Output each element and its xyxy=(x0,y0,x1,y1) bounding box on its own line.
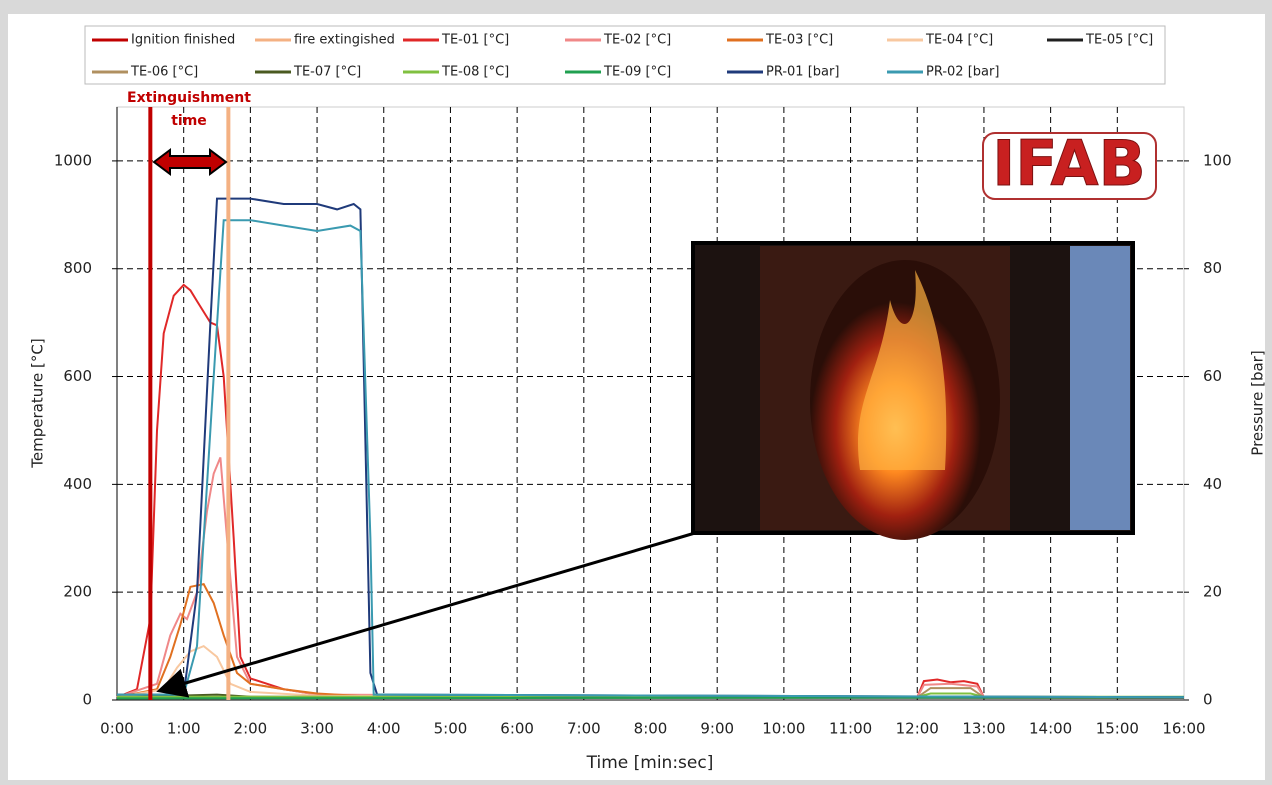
y2-tick-label: 20 xyxy=(1203,583,1222,601)
legend-label: TE-02 [°C] xyxy=(603,33,671,48)
x-tick-label: 7:00 xyxy=(567,720,601,738)
y-tick-label: 1000 xyxy=(54,151,92,169)
x-tick-label: 15:00 xyxy=(1096,720,1139,738)
legend-label: TE-09 [°C] xyxy=(603,65,671,80)
legend-label: Ignition finished xyxy=(131,33,235,48)
x-tick-label: 8:00 xyxy=(634,720,668,738)
annotation: time xyxy=(171,113,207,129)
x-tick-label: 2:00 xyxy=(234,720,268,738)
x-tick-label: 6:00 xyxy=(500,720,534,738)
y2-tick-label: 100 xyxy=(1203,151,1232,169)
y2-tick-label: 40 xyxy=(1203,475,1222,493)
y2-axis-title: Pressure [bar] xyxy=(1249,350,1267,455)
photo xyxy=(693,243,1133,540)
y2-tick-label: 0 xyxy=(1203,691,1213,709)
legend-label: TE-08 [°C] xyxy=(441,65,509,80)
legend-label: TE-06 [°C] xyxy=(130,65,198,80)
legend-label: TE-05 [°C] xyxy=(1085,33,1153,48)
legend-label: TE-04 [°C] xyxy=(925,33,993,48)
y-tick-label: 400 xyxy=(63,475,92,493)
photo-door xyxy=(1070,246,1130,530)
y-tick-label: 200 xyxy=(63,583,92,601)
legend-label: TE-07 [°C] xyxy=(293,65,361,80)
legend-label: TE-03 [°C] xyxy=(765,33,833,48)
y-axis-title: Temperature [°C] xyxy=(29,338,47,468)
legend-label: TE-01 [°C] xyxy=(441,33,509,48)
x-axis-title: Time [min:sec] xyxy=(586,753,714,773)
x-tick-label: 0:00 xyxy=(100,720,134,738)
annotation: Extinguishment xyxy=(127,90,251,106)
x-tick-label: 11:00 xyxy=(829,720,872,738)
y-tick-label: 0 xyxy=(82,691,92,709)
y2-tick-label: 80 xyxy=(1203,259,1222,277)
x-tick-label: 1:00 xyxy=(167,720,201,738)
x-tick-label: 16:00 xyxy=(1162,720,1205,738)
legend-label: PR-02 [bar] xyxy=(926,65,999,80)
logo: IFAB xyxy=(992,127,1146,200)
x-tick-label: 5:00 xyxy=(434,720,468,738)
page: 0:00 1:00 2:00 3:00 4:00 5:00 6:00 7:00 8:00 9:00… xyxy=(0,0,1272,785)
x-tick-label: 4:00 xyxy=(367,720,401,738)
x-tick-label: 10:00 xyxy=(762,720,805,738)
legend-label: fire extingished xyxy=(294,33,395,48)
x-tick-label: 12:00 xyxy=(896,720,939,738)
chart: 0:00 1:00 2:00 3:00 4:00 5:00 6:00 7:00 8:00 9:00… xyxy=(0,0,1272,785)
x-tick-label: 3:00 xyxy=(300,720,334,738)
x-tick-label: 13:00 xyxy=(962,720,1005,738)
y-tick-label: 800 xyxy=(63,259,92,277)
y2-tick-label: 60 xyxy=(1203,367,1222,385)
legend-label: PR-01 [bar] xyxy=(766,65,839,80)
x-tick-label: 14:00 xyxy=(1029,720,1072,738)
y-tick-label: 600 xyxy=(63,367,92,385)
x-tick-label: 9:00 xyxy=(700,720,734,738)
